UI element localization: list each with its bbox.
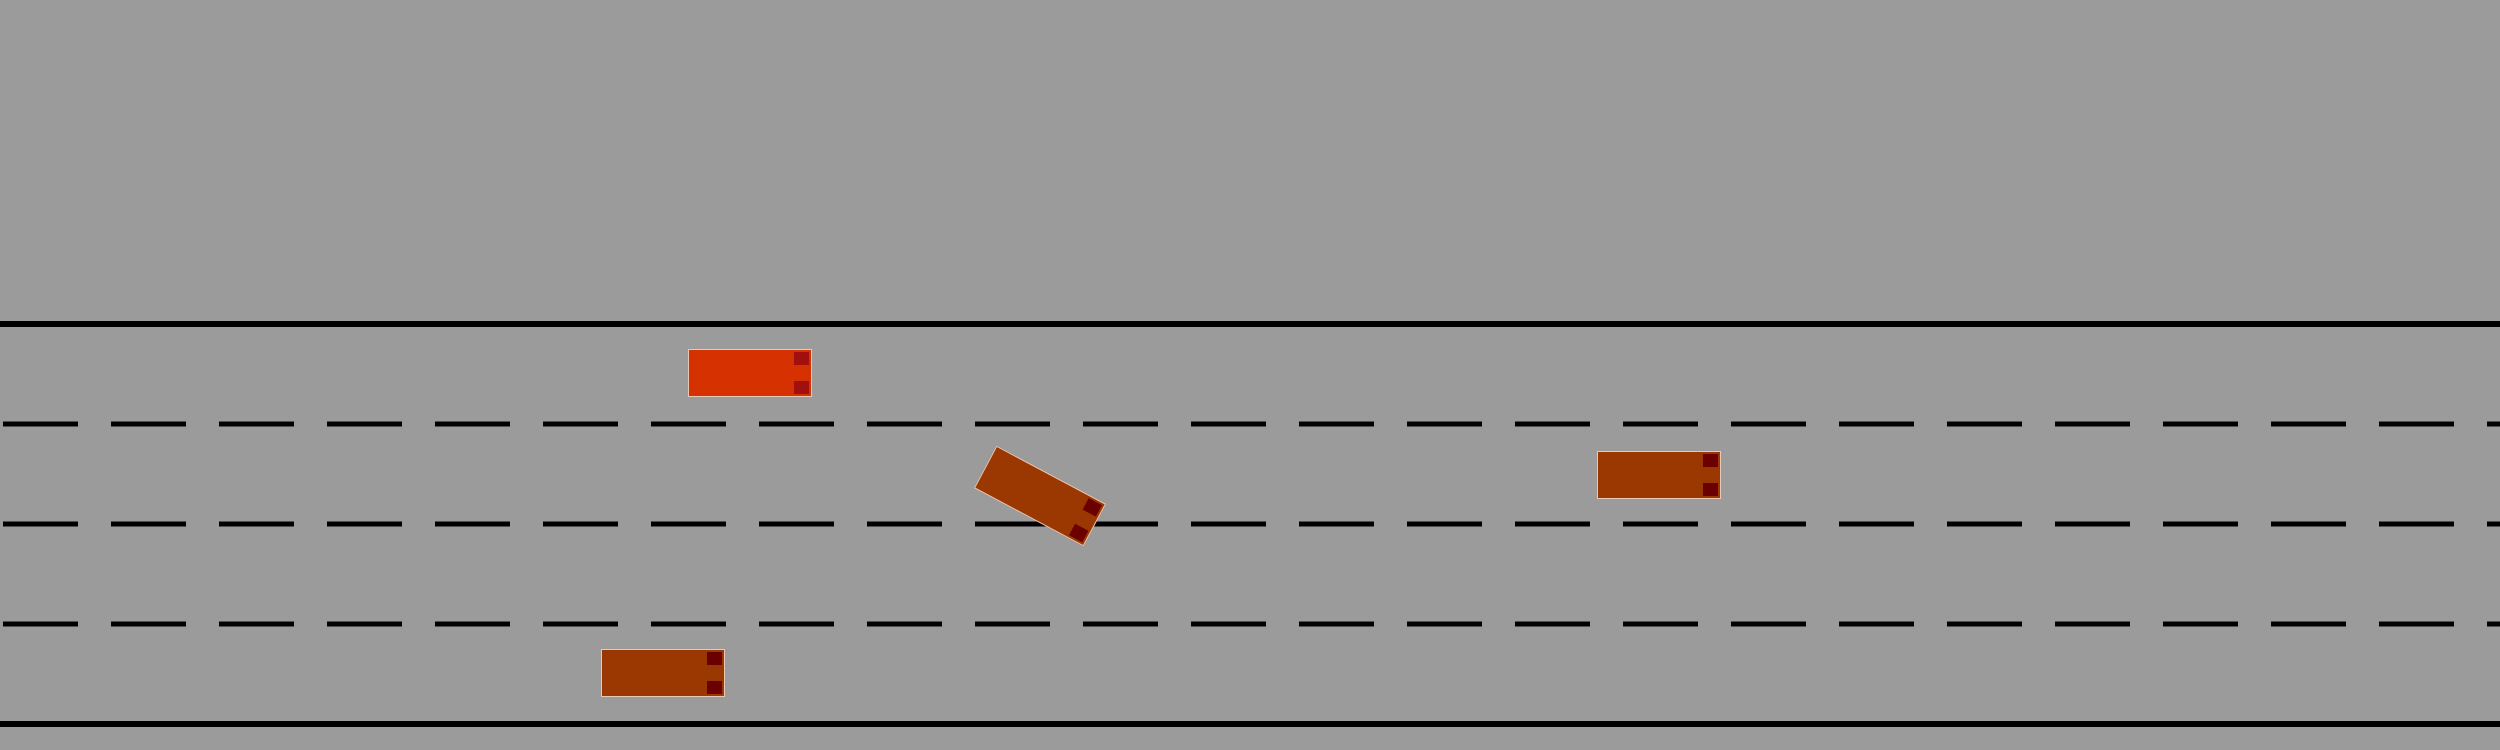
headlight-icon [794,352,809,365]
headlight-icon [1082,498,1102,517]
ego-vehicle [688,349,812,397]
headlight-icon [707,681,722,694]
headlight-icon [1703,483,1718,496]
headlight-icon [1703,454,1718,467]
headlight-icon [794,381,809,394]
headlight-icon [707,652,722,665]
headlight-icon [1068,523,1089,543]
other-vehicle [601,649,725,697]
other-vehicle [1597,451,1721,499]
